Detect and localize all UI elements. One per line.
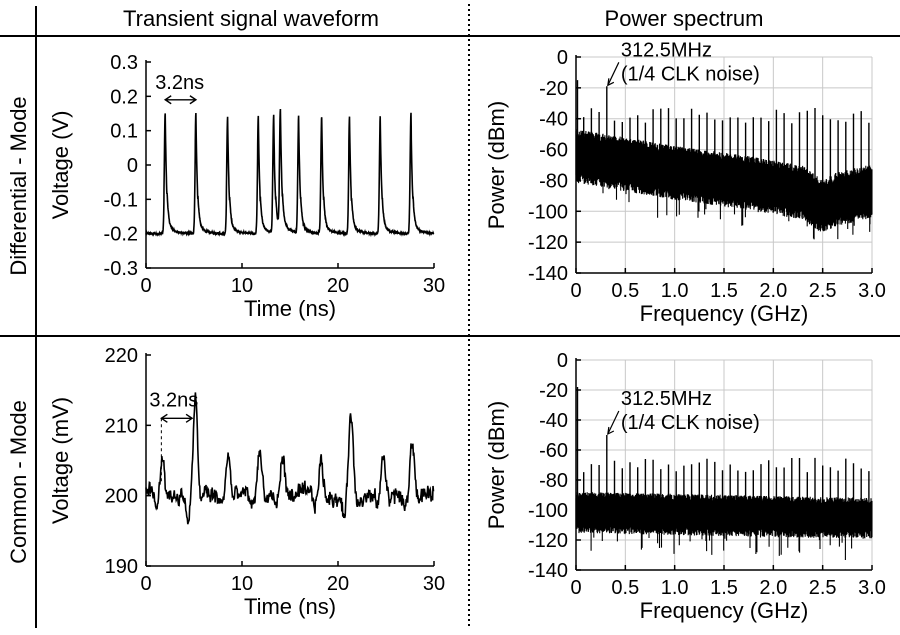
- y-axis-label: Power (dBm): [484, 101, 509, 229]
- y-axis-label: Power (dBm): [484, 401, 509, 529]
- x-tick-label: 3.0: [858, 280, 886, 302]
- x-tick-label: 20: [327, 275, 349, 297]
- series-spectrum-spurs: [576, 387, 870, 516]
- x-tick-label: 2.5: [809, 280, 837, 302]
- x-tick-label: 3.0: [858, 577, 886, 599]
- x-tick-label: 0.5: [611, 280, 639, 302]
- annotation-frequency: 312.5MHz: [621, 388, 712, 410]
- y-tick-label: -40: [539, 109, 568, 131]
- x-tick-label: 2.0: [759, 577, 787, 599]
- y-tick-label: -60: [539, 140, 568, 162]
- series-spectrum-noise: [575, 492, 873, 560]
- arrow-head-right: [185, 413, 194, 423]
- period-label: 3.2ns: [155, 72, 204, 94]
- y-tick-label: -80: [539, 170, 568, 192]
- y-tick-label: 0: [557, 47, 568, 69]
- y-tick-label: 200: [105, 486, 138, 508]
- y-tick-label: -0.2: [104, 224, 138, 246]
- annotation-leader: [607, 410, 620, 435]
- y-tick-label: -40: [539, 410, 568, 432]
- y-axis-label: Voltage (mV): [48, 397, 73, 524]
- x-axis-label: Time (ns): [244, 594, 336, 619]
- x-axis-label: Frequency (GHz): [640, 301, 809, 326]
- y-tick-label: 0: [557, 350, 568, 372]
- y-tick-label: 220: [105, 345, 138, 367]
- series-differential-waveform: [145, 108, 435, 238]
- x-tick-label: 0: [140, 573, 151, 595]
- panel-differential-waveform: -0.3 -0.2 -0.1 0 0.1 0.2 0.3 0 10 20 30 Time (ns) Vo…: [48, 52, 445, 321]
- y-axis-label: Voltage (V): [48, 111, 73, 220]
- annotation-description: (1/4 CLK noise): [621, 412, 760, 434]
- y-tick-label: -120: [528, 232, 568, 254]
- x-tick-label: 0: [570, 577, 581, 599]
- y-tick-label: -100: [528, 500, 568, 522]
- x-tick-label: 0.5: [611, 577, 639, 599]
- y-tick-label: -0.3: [104, 258, 138, 280]
- y-tick-label: -20: [539, 380, 568, 402]
- series-common-waveform: [145, 392, 435, 525]
- y-tick-label: -140: [528, 560, 568, 582]
- y-tick-label: -20: [539, 78, 568, 100]
- x-tick-label: 1.5: [710, 280, 738, 302]
- y-tick-label: -0.1: [104, 189, 138, 211]
- header-transient: Transient signal waveform: [123, 6, 379, 31]
- x-tick-label: 20: [327, 573, 349, 595]
- header-spectrum: Power spectrum: [605, 6, 764, 31]
- y-tick-label: -140: [528, 263, 568, 285]
- x-tick-label: 30: [423, 573, 445, 595]
- y-tick-label: -120: [528, 530, 568, 552]
- y-tick-label: 210: [105, 415, 138, 437]
- x-tick-label: 10: [231, 275, 253, 297]
- x-tick-label: 1.0: [661, 280, 689, 302]
- y-tick-label: -80: [539, 470, 568, 492]
- series-spectrum-spurs: [576, 80, 870, 204]
- period-label: 3.2ns: [149, 389, 198, 411]
- arrow-head-right: [189, 95, 198, 105]
- x-tick-label: 0: [570, 280, 581, 302]
- x-tick-label: 1.0: [661, 577, 689, 599]
- annotation-leader: [607, 62, 620, 86]
- y-tick-label: -100: [528, 201, 568, 223]
- y-tick-label: -60: [539, 440, 568, 462]
- annotation-frequency: 312.5MHz: [621, 39, 712, 61]
- annotation-arrowhead: [607, 78, 615, 87]
- x-tick-label: 10: [231, 573, 253, 595]
- x-tick-label: 2.5: [809, 577, 837, 599]
- y-tick-label: 0.2: [110, 86, 138, 108]
- x-tick-label: 1.5: [710, 577, 738, 599]
- y-tick-label: 0.3: [110, 52, 138, 74]
- annotation-description: (1/4 CLK noise): [621, 63, 760, 85]
- y-tick-label: 0.1: [110, 121, 138, 143]
- annotation-arrowhead: [607, 426, 615, 436]
- arrow-head-left: [163, 95, 172, 105]
- y-tick-label: 0: [127, 155, 138, 177]
- x-axis-label: Frequency (GHz): [640, 598, 809, 623]
- row-label-common: Common - Mode: [6, 400, 31, 564]
- x-tick-label: 2.0: [759, 280, 787, 302]
- y-tick-label: 190: [105, 556, 138, 578]
- x-tick-label: 30: [423, 275, 445, 297]
- x-axis-label: Time (ns): [244, 296, 336, 321]
- series-spectrum-noise: [575, 129, 873, 240]
- row-label-differential: Differential - Mode: [6, 96, 31, 275]
- panel-common-waveform: 190 200 210 220 0 10 20 30 Time (ns) Voltage (mV)…: [48, 345, 445, 619]
- x-tick-label: 0: [140, 275, 151, 297]
